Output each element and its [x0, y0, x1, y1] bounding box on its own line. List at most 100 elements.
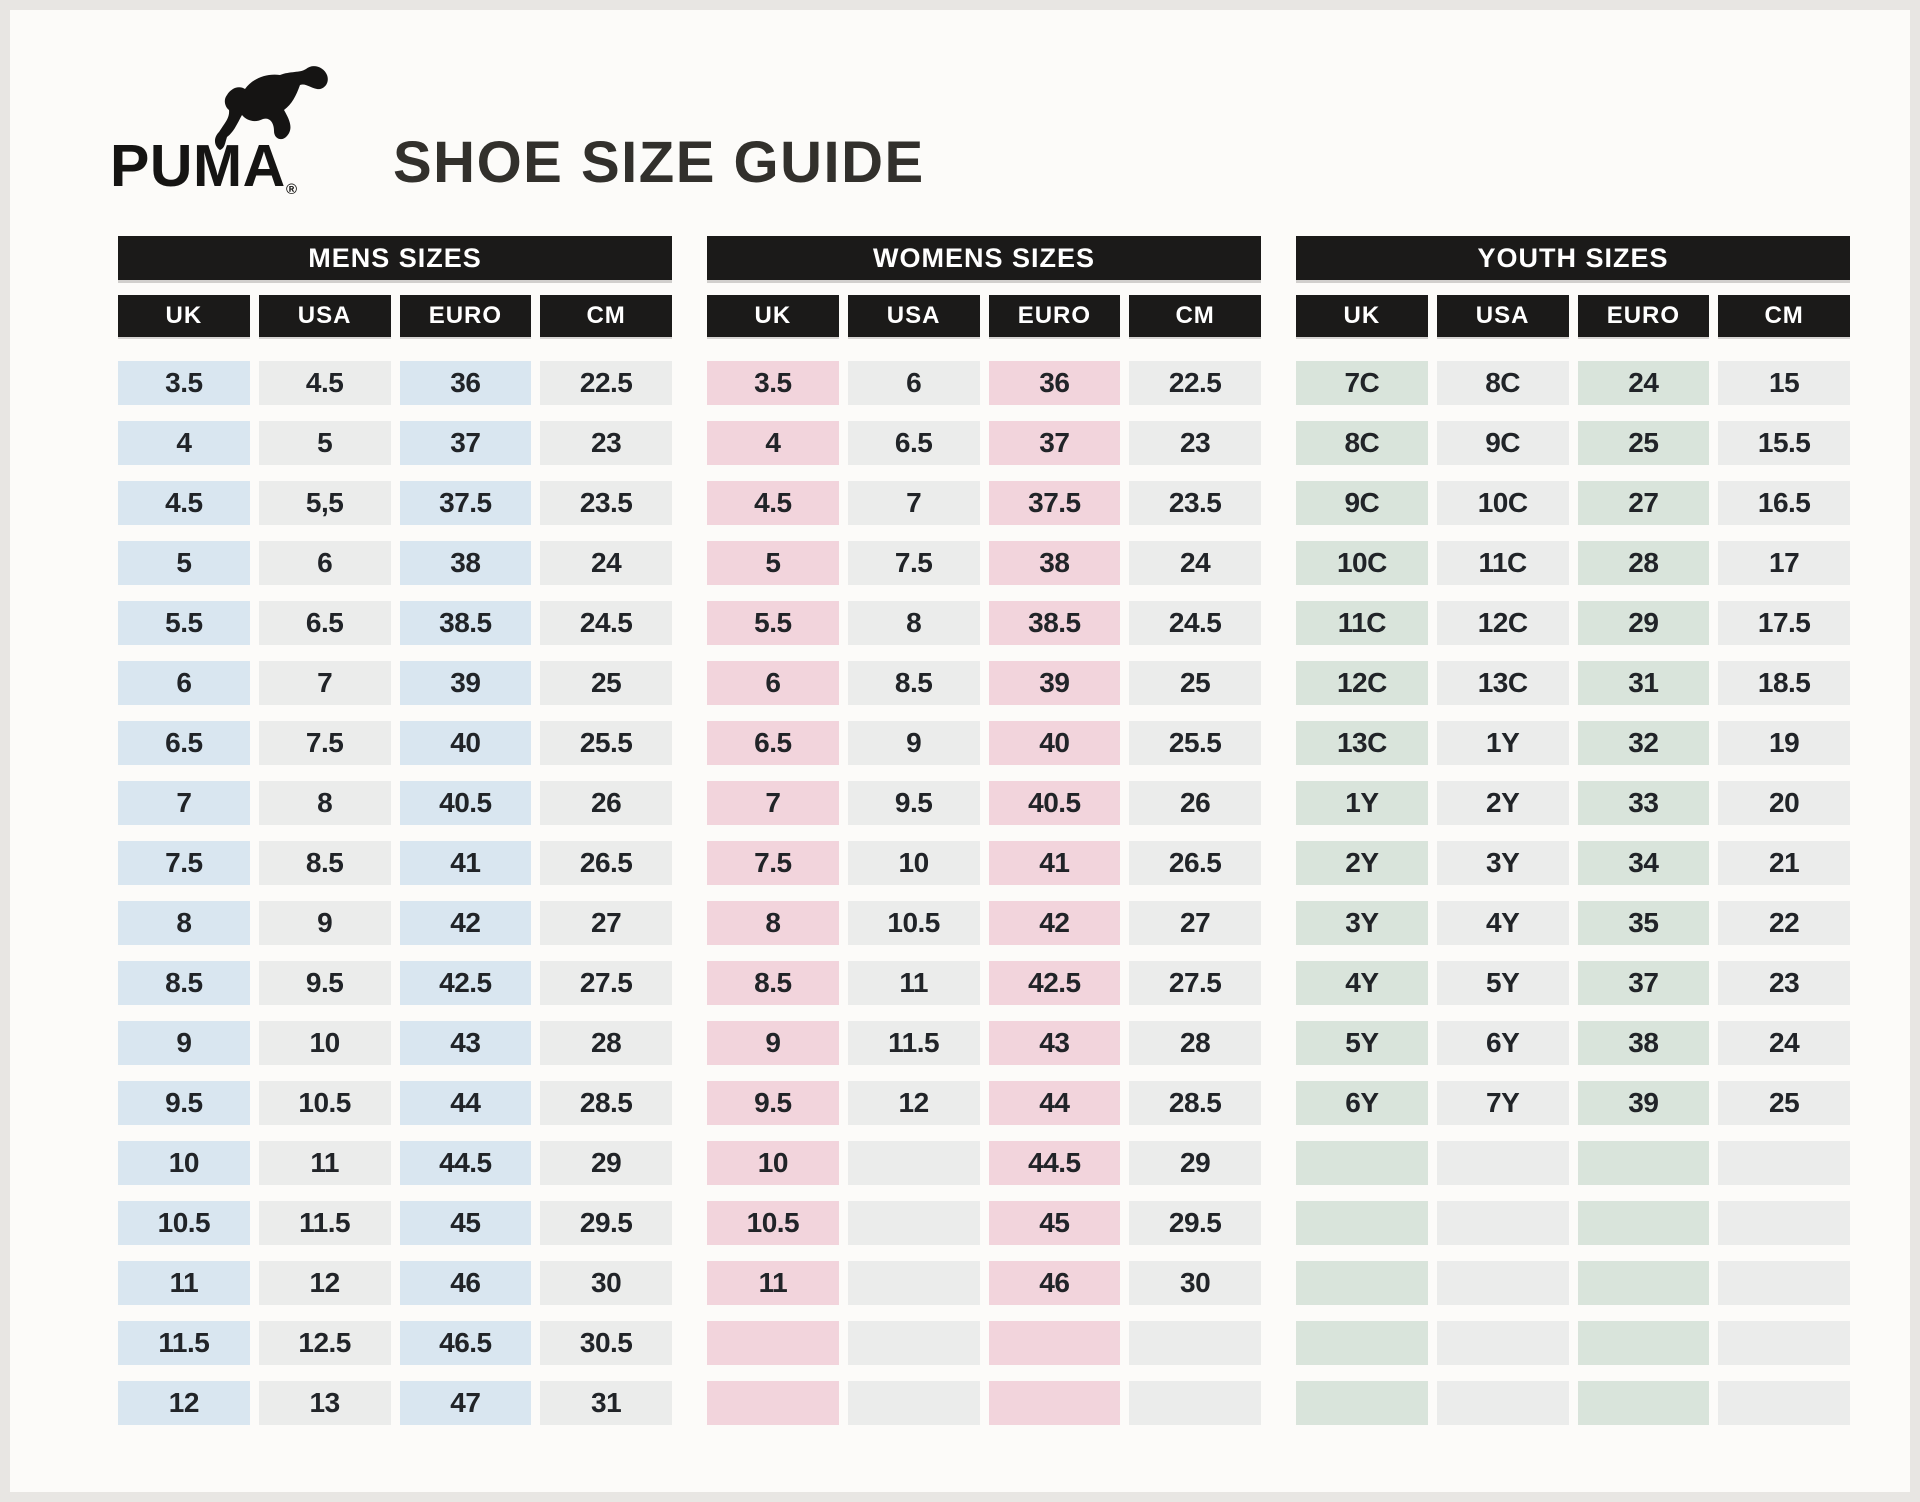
- column-header-womens-usa: USA: [847, 295, 980, 337]
- cell-womens-uk: [707, 1381, 839, 1425]
- cell-youth-cm: [1718, 1201, 1850, 1245]
- cell-youth-cm: 19: [1718, 721, 1850, 765]
- cell-youth-uk: [1296, 1381, 1428, 1425]
- cell-womens-cm: 24.5: [1129, 601, 1261, 645]
- cell-womens-cm: 23.5: [1129, 481, 1261, 525]
- puma-cat-icon: [214, 66, 328, 150]
- cell-youth-usa: 5Y: [1436, 961, 1569, 1005]
- cell-womens-euro: [988, 1321, 1121, 1365]
- cell-womens-cm: [1129, 1381, 1261, 1425]
- cell-womens-usa: 7.5: [847, 541, 980, 585]
- cell-womens-euro: 38: [988, 541, 1121, 585]
- table-row: 7 9.5 40.5 26: [707, 781, 1261, 825]
- table-row: [707, 1321, 1261, 1365]
- cell-womens-uk: 8.5: [707, 961, 839, 1005]
- cell-womens-euro: 41: [988, 841, 1121, 885]
- cell-womens-euro: 44: [988, 1081, 1121, 1125]
- cell-womens-usa: [847, 1381, 980, 1425]
- cell-youth-usa: 12C: [1436, 601, 1569, 645]
- cell-mens-usa: 11: [258, 1141, 391, 1185]
- cell-youth-uk: 6Y: [1296, 1081, 1428, 1125]
- cell-womens-cm: 28.5: [1129, 1081, 1261, 1125]
- cell-mens-euro: 37.5: [399, 481, 532, 525]
- cell-womens-euro: 37: [988, 421, 1121, 465]
- cell-youth-uk: [1296, 1141, 1428, 1185]
- cell-womens-uk: 5: [707, 541, 839, 585]
- cell-mens-uk: 12: [118, 1381, 250, 1425]
- cell-womens-uk: [707, 1321, 839, 1365]
- cell-youth-usa: 6Y: [1436, 1021, 1569, 1065]
- cell-womens-usa: 11.5: [847, 1021, 980, 1065]
- table-row: 5.5 8 38.5 24.5: [707, 601, 1261, 645]
- cell-womens-euro: 39: [988, 661, 1121, 705]
- cell-youth-cm: [1718, 1261, 1850, 1305]
- column-header-youth-cm: CM: [1718, 295, 1850, 337]
- cell-mens-cm: 30.5: [540, 1321, 672, 1365]
- cell-womens-uk: 4.5: [707, 481, 839, 525]
- cell-womens-euro: 40.5: [988, 781, 1121, 825]
- cell-youth-cm: 17.5: [1718, 601, 1850, 645]
- table-row: 10.5 45 29.5: [707, 1201, 1261, 1245]
- cell-youth-euro: 38: [1577, 1021, 1710, 1065]
- cell-mens-euro: 42: [399, 901, 532, 945]
- cell-mens-usa: 5: [258, 421, 391, 465]
- size-table-mens: MENS SIZES UK USA EURO CM 3.5 4.5 36 22.5 4 5 37 23 4…: [118, 236, 672, 1425]
- cell-youth-uk: [1296, 1201, 1428, 1245]
- cell-youth-cm: 22: [1718, 901, 1850, 945]
- cell-womens-euro: 43: [988, 1021, 1121, 1065]
- cell-mens-usa: 6: [258, 541, 391, 585]
- cell-youth-cm: 25: [1718, 1081, 1850, 1125]
- cell-mens-usa: 9: [258, 901, 391, 945]
- cell-womens-uk: 7.5: [707, 841, 839, 885]
- cell-youth-uk: 3Y: [1296, 901, 1428, 945]
- cell-youth-usa: 10C: [1436, 481, 1569, 525]
- puma-wordmark: PUMA: [110, 133, 286, 199]
- cell-mens-cm: 28.5: [540, 1081, 672, 1125]
- cell-mens-usa: 13: [258, 1381, 391, 1425]
- cell-womens-usa: 8: [847, 601, 980, 645]
- cell-mens-cm: 24: [540, 541, 672, 585]
- table-row: 8.5 11 42.5 27.5: [707, 961, 1261, 1005]
- cell-womens-usa: [847, 1261, 980, 1305]
- cell-womens-uk: 6: [707, 661, 839, 705]
- cell-mens-uk: 7: [118, 781, 250, 825]
- cell-womens-usa: 8.5: [847, 661, 980, 705]
- table-body: 3.5 6 36 22.5 4 6.5 37 23 4.5 7 37.5 23.5 5 7.5 38 24 5.…: [707, 361, 1261, 1425]
- table-row: [1296, 1321, 1850, 1365]
- column-header-youth-euro: EURO: [1577, 295, 1710, 337]
- cell-youth-cm: [1718, 1141, 1850, 1185]
- cell-womens-euro: 45: [988, 1201, 1121, 1245]
- cell-womens-uk: 10: [707, 1141, 839, 1185]
- column-header-row: UK USA EURO CM: [118, 295, 672, 337]
- cell-mens-cm: 27: [540, 901, 672, 945]
- cell-youth-uk: 4Y: [1296, 961, 1428, 1005]
- table-row: 3Y 4Y 35 22: [1296, 901, 1850, 945]
- table-row: 10 44.5 29: [707, 1141, 1261, 1185]
- cell-womens-cm: 23: [1129, 421, 1261, 465]
- cell-youth-uk: 13C: [1296, 721, 1428, 765]
- table-title-youth: YOUTH SIZES: [1296, 236, 1850, 280]
- cell-mens-usa: 6.5: [258, 601, 391, 645]
- table-row: 4.5 7 37.5 23.5: [707, 481, 1261, 525]
- table-row: 7C 8C 24 15: [1296, 361, 1850, 405]
- column-header-womens-euro: EURO: [988, 295, 1121, 337]
- cell-youth-euro: 29: [1577, 601, 1710, 645]
- cell-youth-cm: 20: [1718, 781, 1850, 825]
- cell-mens-usa: 12.5: [258, 1321, 391, 1365]
- table-row: 4 6.5 37 23: [707, 421, 1261, 465]
- cell-mens-uk: 10.5: [118, 1201, 250, 1245]
- cell-mens-cm: 26: [540, 781, 672, 825]
- cell-youth-usa: 4Y: [1436, 901, 1569, 945]
- table-row: 10 11 44.5 29: [118, 1141, 672, 1185]
- cell-womens-uk: 6.5: [707, 721, 839, 765]
- cell-womens-cm: 25.5: [1129, 721, 1261, 765]
- cell-womens-usa: 7: [847, 481, 980, 525]
- cell-youth-euro: 32: [1577, 721, 1710, 765]
- cell-youth-cm: [1718, 1321, 1850, 1365]
- cell-youth-uk: 5Y: [1296, 1021, 1428, 1065]
- cell-mens-usa: 11.5: [258, 1201, 391, 1245]
- cell-youth-usa: [1436, 1141, 1569, 1185]
- table-row: 9.5 12 44 28.5: [707, 1081, 1261, 1125]
- cell-mens-cm: 31: [540, 1381, 672, 1425]
- cell-womens-uk: 11: [707, 1261, 839, 1305]
